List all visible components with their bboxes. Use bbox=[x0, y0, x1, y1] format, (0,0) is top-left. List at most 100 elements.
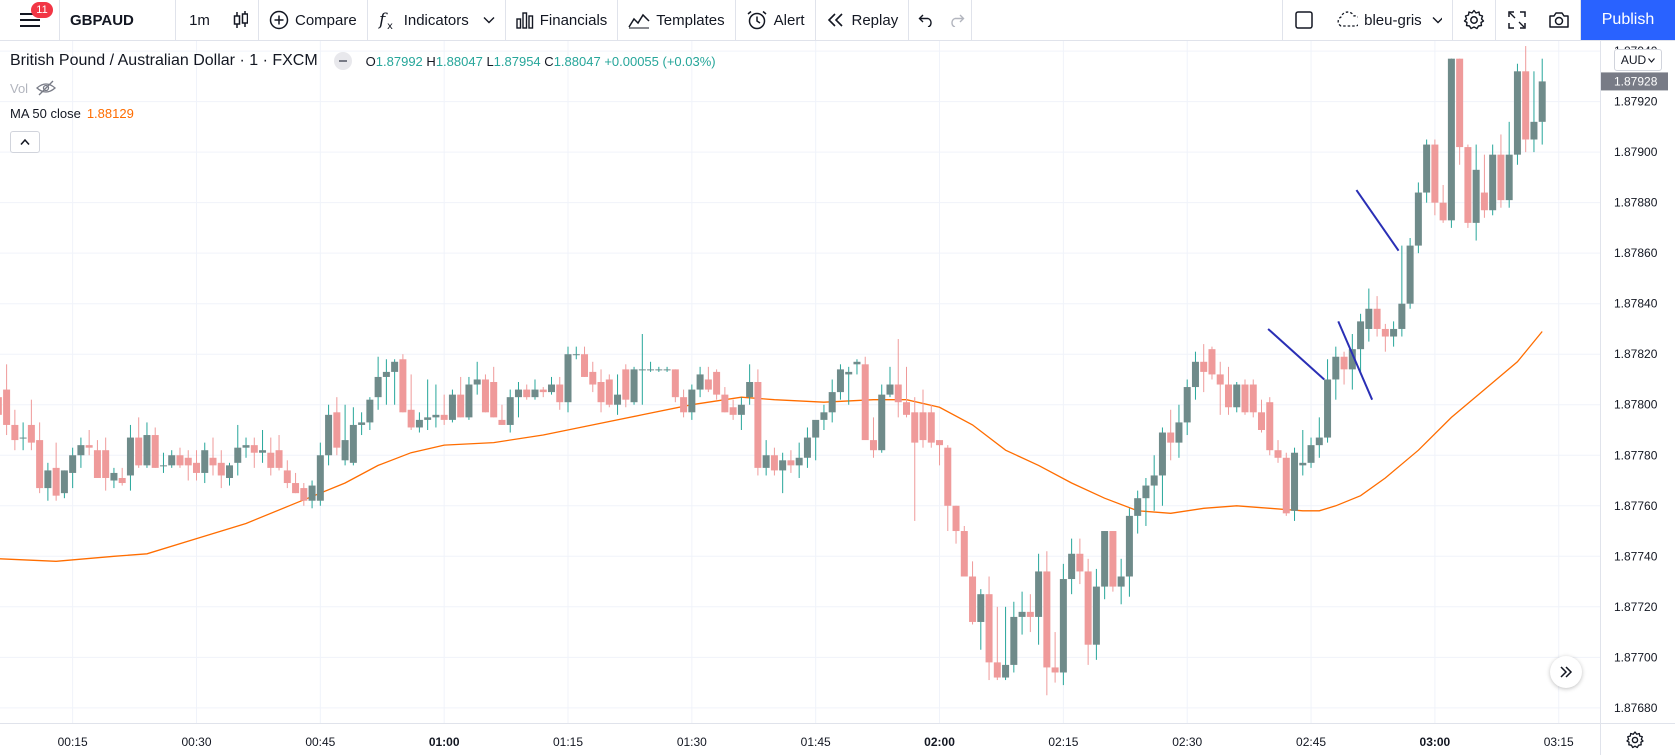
candle-body bbox=[481, 379, 489, 413]
candle-body bbox=[19, 437, 27, 439]
y-tick-label: 1.87820 bbox=[1614, 347, 1658, 361]
candle-body bbox=[1158, 432, 1166, 476]
candle-body bbox=[655, 369, 663, 371]
eye-hidden-icon[interactable] bbox=[36, 80, 57, 96]
collapse-legend-button[interactable] bbox=[10, 131, 40, 153]
candle-body bbox=[886, 384, 894, 395]
plus-circle-icon bbox=[269, 10, 289, 30]
candle-body bbox=[300, 488, 308, 501]
candle-body bbox=[1134, 498, 1142, 516]
candle-body bbox=[812, 419, 820, 438]
symbol-search-button[interactable]: GBPAUD bbox=[60, 0, 176, 40]
y-tick-label: 1.87880 bbox=[1614, 196, 1658, 210]
replay-button[interactable]: Replay bbox=[816, 0, 910, 40]
candle-body bbox=[1439, 202, 1447, 221]
candle-body bbox=[647, 369, 655, 371]
redo-button[interactable] bbox=[942, 0, 973, 40]
candle-body bbox=[341, 440, 349, 461]
candle-body bbox=[292, 483, 300, 494]
financials-button[interactable]: Financials bbox=[506, 0, 619, 40]
candle-body bbox=[250, 445, 258, 453]
candle-body bbox=[729, 407, 737, 415]
candle-body bbox=[581, 354, 589, 377]
candle-body bbox=[1282, 457, 1290, 514]
alarm-clock-icon bbox=[747, 10, 767, 30]
currency-button[interactable]: AUD bbox=[1614, 49, 1662, 71]
candle-body bbox=[77, 445, 85, 456]
vol-label[interactable]: Vol bbox=[10, 80, 29, 96]
candle-body bbox=[1406, 245, 1414, 304]
candle-body bbox=[176, 455, 184, 466]
candle-body bbox=[1497, 154, 1505, 201]
snapshot-button[interactable] bbox=[1538, 0, 1581, 40]
compare-button[interactable]: Compare bbox=[259, 0, 368, 40]
x-tick-label: 03:15 bbox=[1544, 735, 1574, 749]
x-tick-label: 01:45 bbox=[801, 735, 831, 749]
undo-icon bbox=[918, 14, 932, 27]
layout-name-button[interactable]: bleu-gris bbox=[1324, 0, 1453, 40]
templates-button[interactable]: Templates bbox=[618, 0, 736, 40]
candle-body bbox=[1076, 553, 1084, 572]
ma-label[interactable]: MA 50 close bbox=[10, 106, 81, 121]
candle-body bbox=[168, 455, 176, 466]
y-tick-label: 1.87760 bbox=[1614, 499, 1658, 513]
candle-body bbox=[498, 419, 506, 425]
candle-body bbox=[737, 404, 745, 415]
fullscreen-icon bbox=[1508, 11, 1526, 29]
axes-layer: 1.879401.879201.879001.878801.878601.878… bbox=[0, 41, 1675, 755]
candle-body bbox=[936, 440, 944, 446]
chart-type-button[interactable] bbox=[223, 0, 259, 40]
candle-body bbox=[680, 397, 688, 413]
candle-body bbox=[1381, 328, 1389, 337]
candle-body bbox=[1315, 437, 1323, 446]
candle-body bbox=[878, 394, 886, 451]
x-tick-label: 02:00 bbox=[924, 735, 955, 749]
candle-body bbox=[1505, 154, 1513, 201]
candle-body bbox=[853, 361, 861, 365]
x-tick-label: 01:15 bbox=[553, 735, 583, 749]
candle-body bbox=[1258, 412, 1266, 430]
candle-body bbox=[927, 412, 935, 443]
candle-body bbox=[1101, 531, 1109, 587]
candle-body bbox=[1390, 328, 1398, 337]
price-chart[interactable]: 1.879401.879201.879001.878801.878601.878… bbox=[0, 41, 1675, 755]
candles-icon bbox=[233, 11, 248, 28]
candle-body bbox=[1299, 462, 1307, 466]
replay-label: Replay bbox=[851, 11, 899, 29]
hide-legend-icon[interactable] bbox=[333, 52, 352, 70]
select-layout-button[interactable] bbox=[1283, 0, 1324, 40]
ma-legend: MA 50 close 1.88129 bbox=[10, 106, 134, 121]
alert-button[interactable]: Alert bbox=[736, 0, 816, 40]
candle-body bbox=[779, 460, 787, 471]
publish-button[interactable]: Publish bbox=[1581, 0, 1675, 40]
financials-label: Financials bbox=[539, 11, 608, 29]
interval-button[interactable]: 1m bbox=[189, 11, 210, 29]
ohlc-values: O1.87992 H1.88047 L1.87954 C1.88047 +0.0… bbox=[366, 54, 716, 69]
symbol-title[interactable]: British Pound / Australian Dollar · 1 · … bbox=[10, 52, 318, 69]
y-tick-label: 1.87800 bbox=[1614, 398, 1658, 412]
candle-body bbox=[1249, 384, 1257, 413]
candle-body bbox=[234, 447, 242, 463]
main-menu-button[interactable]: 11 bbox=[0, 0, 60, 40]
candle-body bbox=[1266, 402, 1274, 451]
axis-settings-button[interactable] bbox=[1626, 731, 1644, 754]
chevron-down-icon bbox=[1432, 17, 1442, 24]
currency-label: AUD bbox=[1620, 53, 1647, 67]
high-key: H bbox=[426, 53, 436, 69]
candle-body bbox=[721, 394, 729, 413]
fullscreen-button[interactable] bbox=[1496, 0, 1538, 40]
scroll-to-realtime-button[interactable] bbox=[1550, 656, 1582, 688]
candle-body bbox=[44, 470, 52, 489]
candle-body bbox=[919, 412, 927, 441]
candle-body bbox=[1224, 384, 1232, 408]
bar-chart-icon bbox=[516, 12, 533, 29]
undo-button[interactable] bbox=[909, 0, 942, 40]
settings-button[interactable] bbox=[1453, 0, 1496, 40]
open-key: O bbox=[365, 53, 376, 69]
candle-body bbox=[325, 414, 333, 456]
symbol-legend: British Pound / Australian Dollar · 1 · … bbox=[10, 52, 716, 70]
templates-icon bbox=[628, 13, 650, 29]
candle-body bbox=[1200, 361, 1208, 372]
